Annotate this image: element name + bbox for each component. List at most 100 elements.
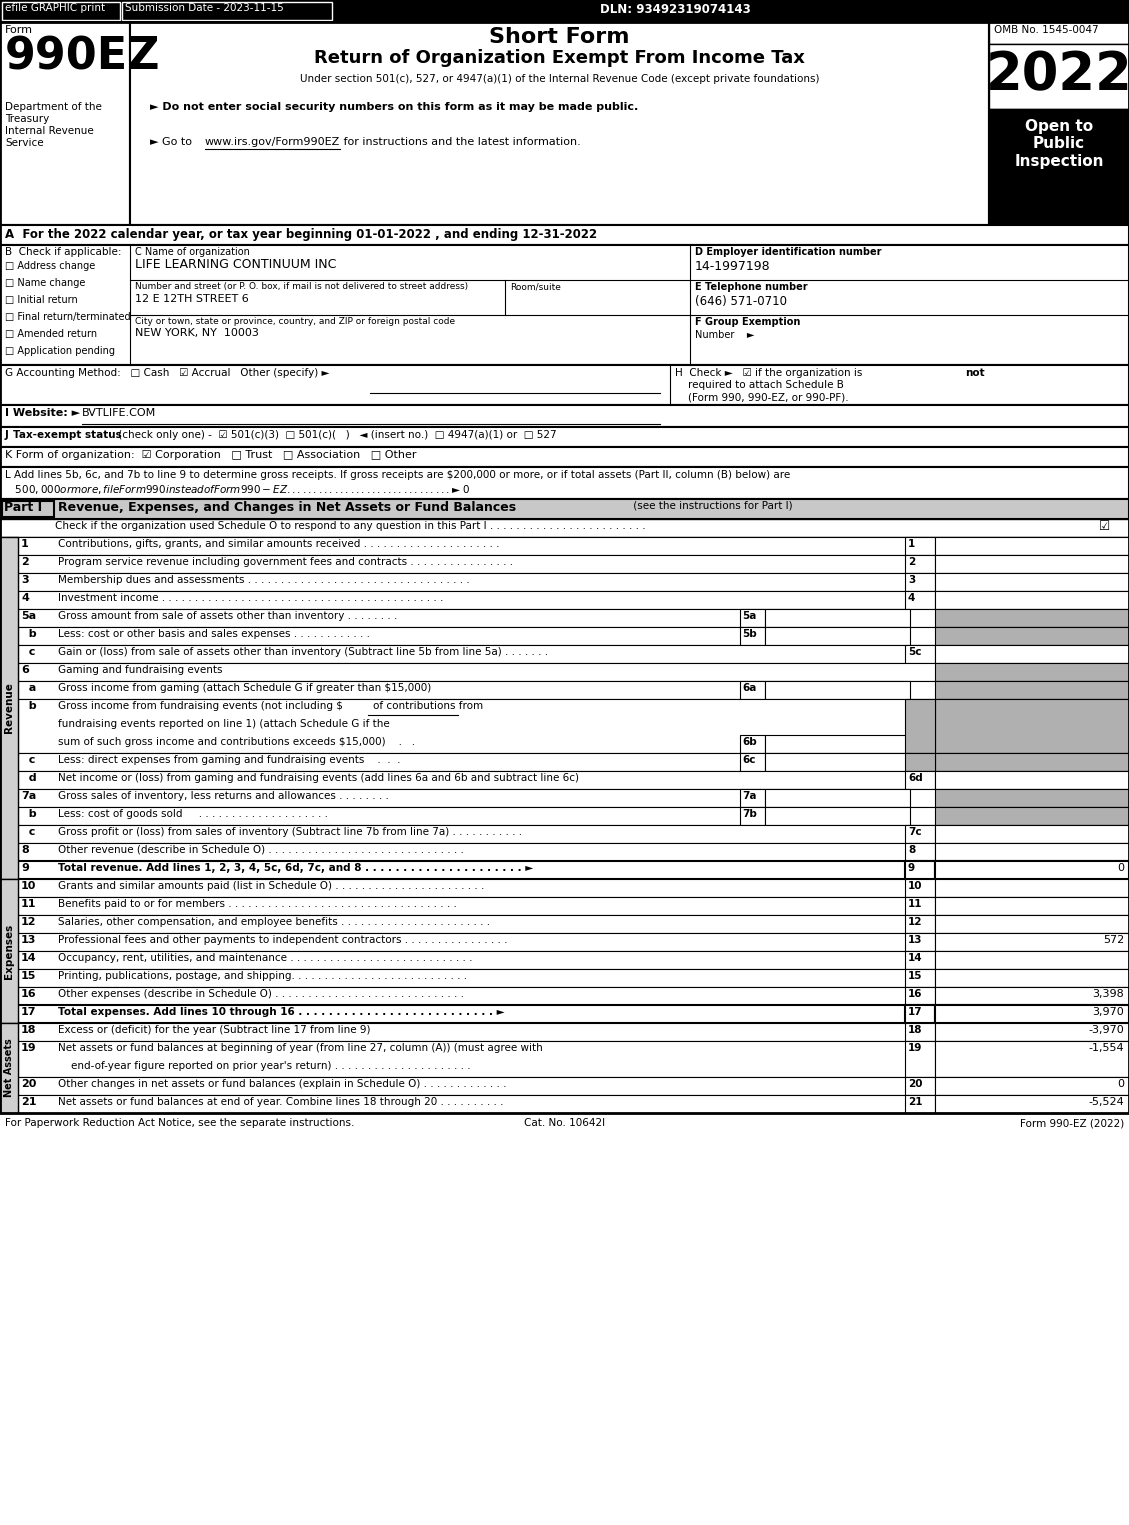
Text: Gross amount from sale of assets other than inventory . . . . . . . .: Gross amount from sale of assets other t… (58, 612, 397, 621)
Text: a: a (21, 683, 36, 692)
Bar (935, 1095, 1129, 1113)
Text: 4: 4 (908, 593, 916, 602)
Bar (0, 0, 1129, 21)
Text: OMB No. 1545-0047: OMB No. 1545-0047 (994, 24, 1099, 35)
Text: Printing, publications, postage, and shipping. . . . . . . . . . . . . . . . . .: Printing, publications, postage, and shi… (58, 971, 467, 981)
Bar (0, 406, 1129, 427)
Bar (18, 1095, 1129, 1113)
Text: □ Amended return: □ Amended return (5, 329, 97, 339)
Text: Gross income from fundraising events (not including $: Gross income from fundraising events (no… (58, 702, 343, 711)
Text: ► Do not enter social security numbers on this form as it may be made public.: ► Do not enter social security numbers o… (150, 102, 638, 111)
Text: 18: 18 (21, 1025, 36, 1035)
Bar (0, 537, 18, 878)
Text: Excess or (deficit) for the year (Subtract line 17 from line 9): Excess or (deficit) for the year (Subtra… (58, 1025, 370, 1035)
Bar (989, 21, 1129, 226)
Bar (935, 682, 1129, 698)
Text: Investment income . . . . . . . . . . . . . . . . . . . . . . . . . . . . . . . : Investment income . . . . . . . . . . . … (58, 593, 444, 602)
Text: Form 990-EZ (2022): Form 990-EZ (2022) (1019, 1118, 1124, 1128)
Text: 572: 572 (1103, 935, 1124, 945)
Bar (935, 987, 1129, 1005)
Text: Cat. No. 10642I: Cat. No. 10642I (524, 1118, 605, 1128)
Bar (0, 447, 1129, 467)
Bar (765, 735, 910, 753)
Text: For Paperwork Reduction Act Notice, see the separate instructions.: For Paperwork Reduction Act Notice, see … (5, 1118, 355, 1128)
Text: -5,524: -5,524 (1088, 1096, 1124, 1107)
Text: 5a: 5a (742, 612, 756, 621)
Text: 7c: 7c (908, 827, 921, 837)
Text: Gross profit or (loss) from sales of inventory (Subtract line 7b from line 7a) .: Gross profit or (loss) from sales of inv… (58, 827, 522, 837)
Text: 10: 10 (21, 881, 36, 891)
Text: 8: 8 (21, 845, 28, 856)
Text: Gross income from gaming (attach Schedule G if greater than $15,000): Gross income from gaming (attach Schedul… (58, 683, 431, 692)
Bar (905, 1077, 935, 1095)
Bar (935, 788, 1129, 807)
Bar (18, 608, 1129, 627)
Bar (989, 108, 1129, 226)
Bar (905, 698, 935, 753)
Bar (18, 915, 1129, 933)
Text: ► Go to: ► Go to (150, 137, 195, 146)
Bar (935, 825, 1129, 843)
Bar (18, 698, 1129, 753)
Bar (18, 663, 1129, 682)
Text: LIFE LEARNING CONTINUUM INC: LIFE LEARNING CONTINUUM INC (135, 258, 336, 271)
Text: Membership dues and assessments . . . . . . . . . . . . . . . . . . . . . . . . : Membership dues and assessments . . . . … (58, 575, 470, 586)
Bar (739, 608, 765, 627)
Bar (905, 592, 935, 608)
Text: Gross sales of inventory, less returns and allowances . . . . . . . .: Gross sales of inventory, less returns a… (58, 791, 388, 801)
Bar (935, 1077, 1129, 1095)
Text: required to attach Schedule B: required to attach Schedule B (675, 380, 843, 390)
Text: Department of the: Department of the (5, 102, 102, 111)
Text: $500,000 or more, file Form 990 instead of Form 990-EZ . . . . . . . . . . . . .: $500,000 or more, file Form 990 instead … (5, 483, 471, 496)
Text: c: c (21, 827, 35, 837)
Bar (935, 878, 1129, 897)
Text: Less: cost of goods sold     . . . . . . . . . . . . . . . . . . . .: Less: cost of goods sold . . . . . . . .… (58, 808, 329, 819)
Bar (0, 518, 1129, 537)
Text: 16: 16 (908, 990, 922, 999)
Bar (989, 21, 1129, 44)
Bar (18, 645, 1129, 663)
Text: www.irs.gov/Form990EZ: www.irs.gov/Form990EZ (205, 137, 340, 146)
Bar (18, 1077, 1129, 1095)
Bar (905, 1023, 935, 1042)
Bar (18, 1023, 1129, 1042)
Text: Number and street (or P. O. box, if mail is not delivered to street address): Number and street (or P. O. box, if mail… (135, 282, 469, 291)
Text: 6a: 6a (742, 683, 756, 692)
Text: Revenue, Expenses, and Changes in Net Assets or Fund Balances: Revenue, Expenses, and Changes in Net As… (58, 502, 516, 514)
Text: 13: 13 (21, 935, 36, 945)
Text: (646) 571-0710: (646) 571-0710 (695, 294, 787, 308)
Text: 21: 21 (908, 1096, 922, 1107)
Text: Program service revenue including government fees and contracts . . . . . . . . : Program service revenue including govern… (58, 557, 513, 567)
Bar (905, 1095, 935, 1113)
Text: 8: 8 (908, 845, 916, 856)
Text: Net assets or fund balances at end of year. Combine lines 18 through 20 . . . . : Net assets or fund balances at end of ye… (58, 1096, 504, 1107)
Text: 2022: 2022 (986, 49, 1129, 101)
Text: 0: 0 (1117, 1080, 1124, 1089)
Text: □ Final return/terminated: □ Final return/terminated (5, 313, 131, 322)
Bar (935, 772, 1129, 788)
Text: 20: 20 (908, 1080, 922, 1089)
Bar (18, 772, 1129, 788)
Bar (765, 788, 910, 807)
Text: not: not (965, 368, 984, 378)
Text: 12 E 12TH STREET 6: 12 E 12TH STREET 6 (135, 294, 248, 303)
Bar (2, 502, 54, 517)
Bar (935, 608, 1129, 627)
Bar (18, 878, 1129, 897)
Bar (935, 1042, 1129, 1077)
Text: 5c: 5c (908, 647, 921, 657)
Text: Gain or (loss) from sale of assets other than inventory (Subtract line 5b from l: Gain or (loss) from sale of assets other… (58, 647, 548, 657)
Bar (18, 1005, 1129, 1023)
Text: Number    ►: Number ► (695, 329, 754, 340)
Text: Benefits paid to or for members . . . . . . . . . . . . . . . . . . . . . . . . : Benefits paid to or for members . . . . … (58, 900, 457, 909)
Bar (0, 427, 1129, 447)
Text: 5a: 5a (21, 612, 36, 621)
Text: G Accounting Method:   □ Cash   ☑ Accrual   Other (specify) ►: G Accounting Method: □ Cash ☑ Accrual Ot… (5, 368, 330, 378)
Text: 16: 16 (21, 990, 36, 999)
Text: Contributions, gifts, grants, and similar amounts received . . . . . . . . . . .: Contributions, gifts, grants, and simila… (58, 538, 499, 549)
Bar (905, 843, 935, 862)
Bar (935, 843, 1129, 862)
Text: 17: 17 (21, 1006, 36, 1017)
Text: 14: 14 (21, 953, 36, 962)
Bar (905, 1005, 935, 1023)
